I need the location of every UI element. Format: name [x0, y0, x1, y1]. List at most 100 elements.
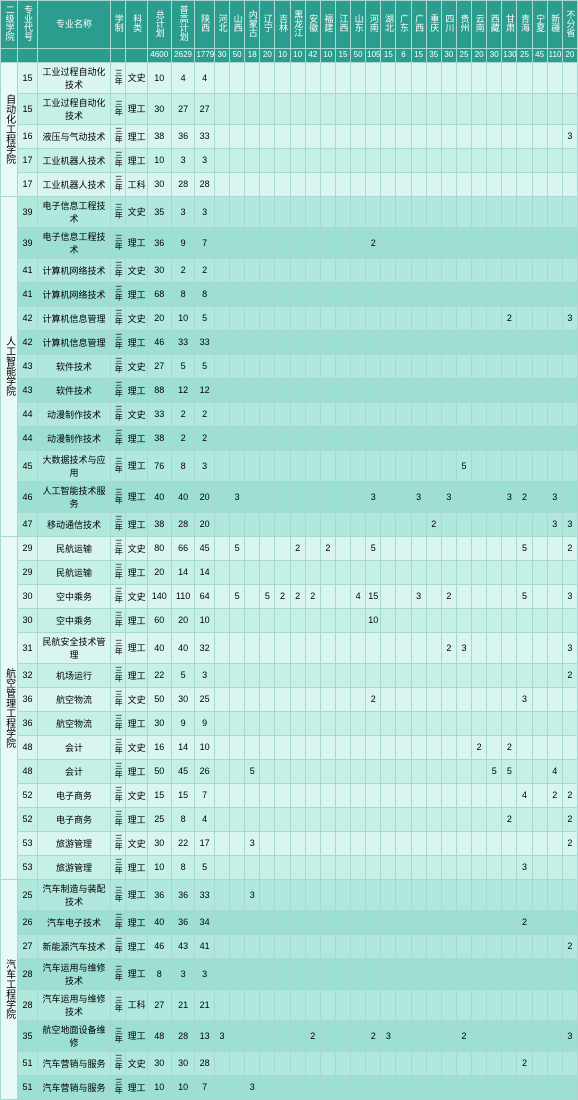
cell: 理工	[126, 608, 148, 632]
cell	[351, 93, 366, 124]
col-header: 西藏	[487, 1, 502, 49]
cell	[320, 1075, 335, 1099]
cell: 110	[171, 584, 195, 608]
cell	[532, 402, 547, 426]
cell	[532, 1051, 547, 1075]
cell	[230, 93, 245, 124]
cell	[426, 687, 441, 711]
cell	[366, 855, 381, 879]
cell	[517, 711, 532, 735]
col-header: 宁夏	[532, 1, 547, 49]
summary-cell: 30	[441, 48, 456, 62]
cell	[305, 831, 320, 855]
data-row: 17工业机器人技术三年工科302828	[1, 172, 578, 196]
cell	[532, 711, 547, 735]
col-header: 陕西	[195, 1, 214, 49]
cell	[517, 759, 532, 783]
cell	[275, 632, 290, 663]
cell: 29	[18, 560, 37, 584]
cell: 20	[195, 512, 214, 536]
cell	[335, 989, 350, 1020]
cell	[426, 93, 441, 124]
cell: 8	[171, 450, 195, 481]
cell	[351, 663, 366, 687]
cell	[366, 735, 381, 759]
cell	[275, 783, 290, 807]
cell	[260, 711, 275, 735]
cell	[290, 62, 305, 93]
cell: 3	[502, 481, 517, 512]
cell: 50	[147, 759, 171, 783]
cell: 27	[171, 93, 195, 124]
cell	[214, 282, 229, 306]
cell	[532, 663, 547, 687]
cell: 2	[547, 783, 562, 807]
cell	[411, 282, 426, 306]
data-row: 52电子商务三年文史15157422	[1, 783, 578, 807]
cell	[441, 783, 456, 807]
cell	[366, 632, 381, 663]
cell	[472, 1075, 487, 1099]
summary-cell: 30	[487, 48, 502, 62]
cell	[487, 663, 502, 687]
cell	[411, 1020, 426, 1051]
data-row: 28汽车运用与维修技术三年理工833	[1, 958, 578, 989]
cell	[260, 306, 275, 330]
cell	[532, 196, 547, 227]
summary-cell: 18	[245, 48, 260, 62]
cell	[396, 378, 411, 402]
cell: 3	[411, 481, 426, 512]
cell	[351, 608, 366, 632]
cell	[366, 512, 381, 536]
cell: 30	[171, 1051, 195, 1075]
cell	[532, 759, 547, 783]
cell: 3	[171, 148, 195, 172]
cell: 5	[517, 536, 532, 560]
cell	[351, 172, 366, 196]
col-header: 山东	[351, 1, 366, 49]
cell	[426, 783, 441, 807]
cell	[214, 989, 229, 1020]
col-header: 专业名称	[37, 1, 110, 49]
cell	[517, 93, 532, 124]
cell: 三年	[111, 879, 126, 910]
cell	[517, 831, 532, 855]
cell	[472, 227, 487, 258]
cell	[532, 124, 547, 148]
cell	[320, 426, 335, 450]
cell	[275, 608, 290, 632]
cell	[547, 426, 562, 450]
cell	[335, 93, 350, 124]
cell	[502, 711, 517, 735]
cell: 28	[18, 958, 37, 989]
cell	[472, 512, 487, 536]
cell	[441, 711, 456, 735]
cell: 旅游管理	[37, 855, 110, 879]
cell	[214, 378, 229, 402]
cell	[472, 989, 487, 1020]
cell: 43	[171, 934, 195, 958]
cell: 理工	[126, 481, 148, 512]
cell: 2	[195, 402, 214, 426]
cell	[320, 1020, 335, 1051]
data-row: 28汽车运用与维修技术三年工科272121	[1, 989, 578, 1020]
cell: 理工	[126, 910, 148, 934]
cell	[396, 1075, 411, 1099]
cell	[275, 148, 290, 172]
cell	[487, 584, 502, 608]
cell	[562, 735, 577, 759]
cell: 25	[18, 879, 37, 910]
cell	[426, 536, 441, 560]
cell	[411, 687, 426, 711]
cell	[366, 934, 381, 958]
cell: 电子商务	[37, 807, 110, 831]
cell	[275, 124, 290, 148]
summary-cell: 2629	[171, 48, 195, 62]
cell	[456, 687, 471, 711]
cell	[411, 172, 426, 196]
cell	[335, 711, 350, 735]
cell	[562, 855, 577, 879]
cell: 3	[245, 1075, 260, 1099]
cell	[214, 560, 229, 584]
cell	[411, 330, 426, 354]
